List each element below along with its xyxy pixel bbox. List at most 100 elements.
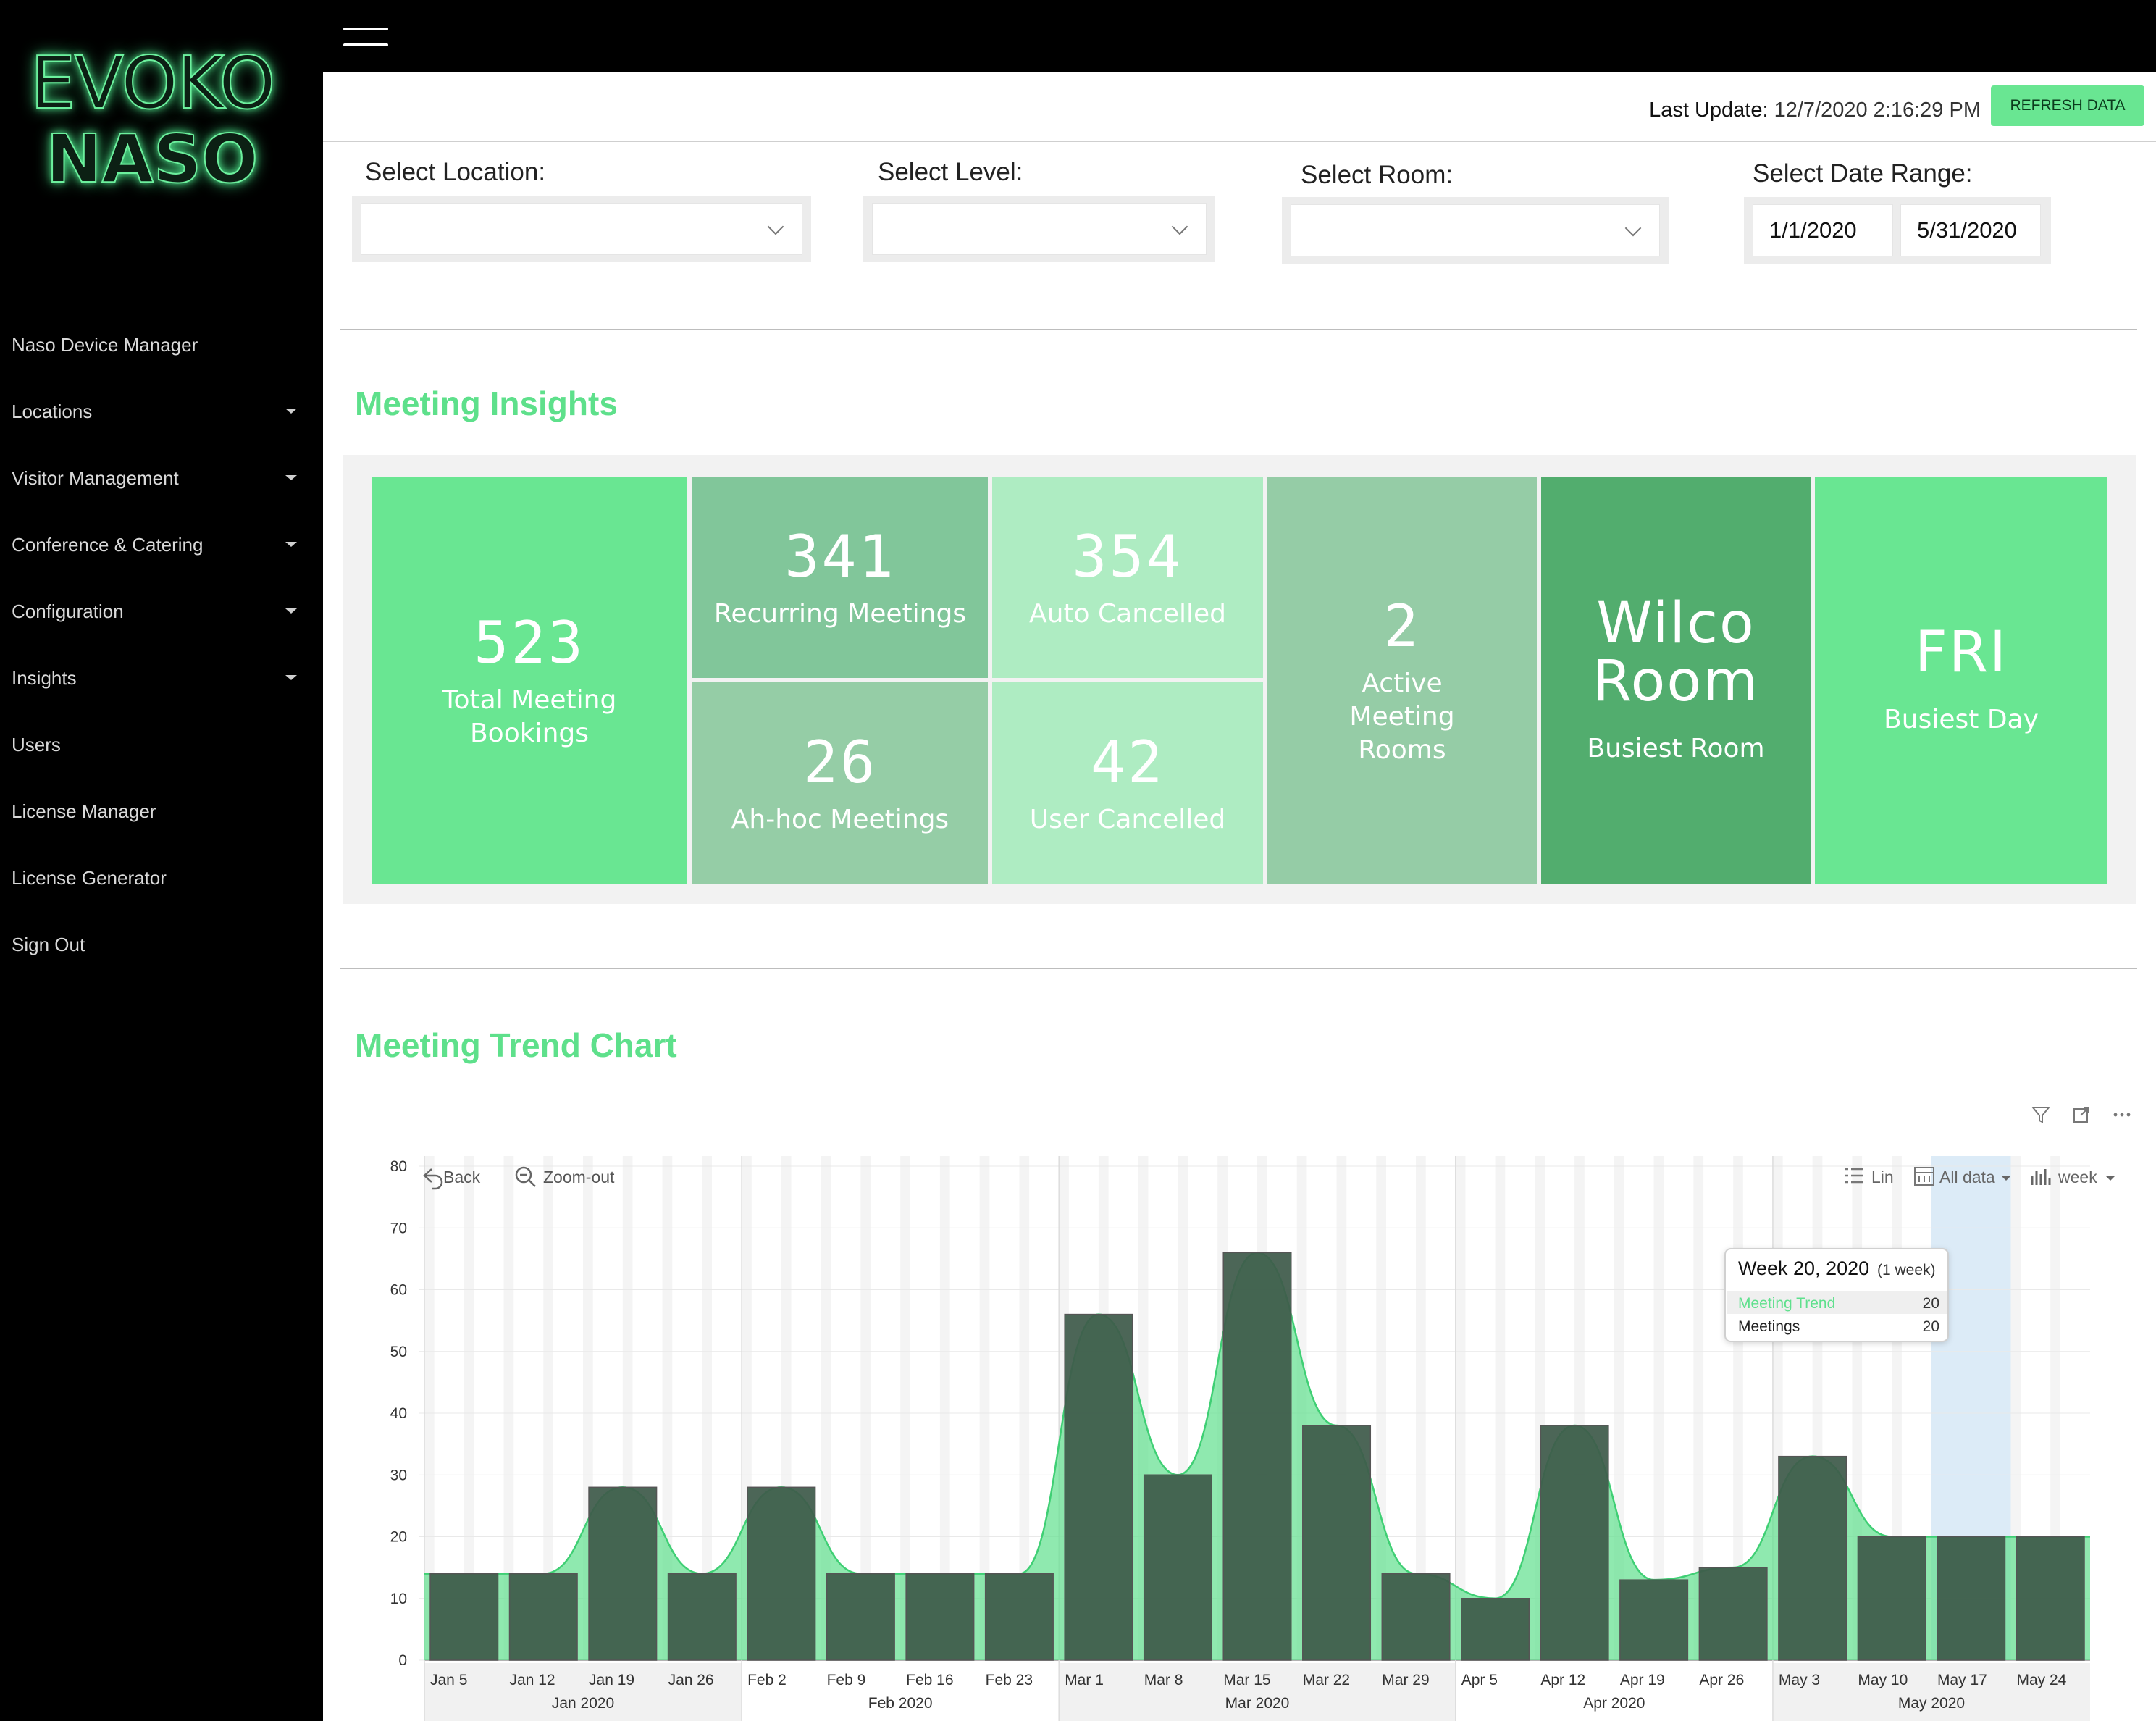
- evoko-naso-logo[interactable]: EVOKO NASO: [22, 43, 282, 196]
- update-row: Last Update: 12/7/2020 2:16:29 PM REFRES…: [323, 72, 2156, 142]
- hamburger-menu-icon[interactable]: [343, 28, 388, 48]
- zoom-out-button[interactable]: Zoom-out: [515, 1166, 615, 1187]
- filter-icon[interactable]: [2030, 1104, 2052, 1126]
- last-update-value: 12/7/2020 2:16:29 PM: [1774, 99, 1981, 122]
- y-tick-label: 30: [390, 1467, 407, 1483]
- tile-total-bookings[interactable]: 523 Total Meeting Bookings: [372, 477, 687, 884]
- meetings-bar[interactable]: [1937, 1536, 2006, 1661]
- meetings-bar[interactable]: [1619, 1579, 1689, 1661]
- meetings-bar[interactable]: [588, 1486, 658, 1661]
- tile-busiest-room[interactable]: Wilco Room Busiest Room: [1541, 477, 1811, 884]
- meetings-bar[interactable]: [1698, 1567, 1768, 1661]
- x-tick-label: May 3: [1779, 1672, 1820, 1688]
- logo-line-2: NASO: [46, 120, 259, 198]
- room-label: Select Room:: [1301, 161, 1454, 189]
- meeting-insights-title: Meeting Insights: [355, 385, 618, 422]
- sidebar-item-license-generator[interactable]: License Generator: [0, 845, 323, 911]
- meetings-bar[interactable]: [984, 1573, 1054, 1661]
- tile-user-cancelled[interactable]: 42 User Cancelled: [992, 682, 1263, 884]
- more-options-icon[interactable]: [2111, 1104, 2133, 1126]
- level-label: Select Level:: [878, 158, 1023, 186]
- tile-adhoc-meetings[interactable]: 26 Ah-hoc Meetings: [692, 682, 988, 884]
- meetings-bar[interactable]: [1461, 1598, 1530, 1661]
- y-tick-label: 10: [390, 1591, 407, 1607]
- room-select[interactable]: [1291, 204, 1660, 256]
- back-button[interactable]: Back: [423, 1168, 481, 1190]
- auto-cancelled-label: Auto Cancelled: [1029, 599, 1226, 629]
- date-end-input[interactable]: 5/31/2020: [1900, 204, 2041, 256]
- tile-active-rooms[interactable]: 2 Active Meeting Rooms: [1267, 477, 1537, 884]
- week-label: week: [2058, 1168, 2097, 1186]
- sidebar-item-label: Naso Device Manager: [12, 333, 198, 356]
- month-group-label: Mar 2020: [1225, 1695, 1290, 1712]
- meetings-bar[interactable]: [1381, 1573, 1451, 1661]
- meetings-bar[interactable]: [905, 1573, 975, 1661]
- meetings-bar[interactable]: [1064, 1313, 1133, 1661]
- meetings-bar[interactable]: [1143, 1474, 1212, 1661]
- bar-chart-icon: [2031, 1169, 2051, 1185]
- date-start-input[interactable]: 1/1/2020: [1753, 204, 1893, 256]
- busiest-day-value: FRI: [1914, 620, 2008, 685]
- sidebar-item-configuration[interactable]: Configuration: [0, 578, 323, 645]
- week-dropdown[interactable]: week: [2031, 1168, 2115, 1186]
- meetings-bar[interactable]: [2016, 1536, 2085, 1661]
- meetings-bar[interactable]: [747, 1486, 816, 1661]
- x-tick-label: May 17: [1937, 1672, 1987, 1688]
- sidebar-item-label: Sign Out: [12, 933, 85, 955]
- sidebar-item-insights[interactable]: Insights: [0, 645, 323, 711]
- meetings-bar[interactable]: [826, 1573, 895, 1661]
- recurring-meetings-value: 341: [784, 523, 896, 590]
- sidebar-item-conference-catering[interactable]: Conference & Catering: [0, 511, 323, 578]
- caret-down-icon: [2106, 1176, 2115, 1181]
- meetings-bar[interactable]: [1778, 1455, 1847, 1661]
- caret-down-icon: [285, 608, 297, 614]
- linear-scale-button[interactable]: Lin: [1845, 1168, 1894, 1186]
- location-select[interactable]: [361, 203, 802, 255]
- x-tick-label: Jan 12: [510, 1672, 555, 1688]
- visual-header-tools: [2030, 1104, 2133, 1126]
- sidebar-item-sign-out[interactable]: Sign Out: [0, 911, 323, 978]
- meeting-trend-chart-area: 0 10 20 30 40 50 60 70 80 Jan 5 Jan 12 Jan 19 Jan 2…: [323, 1086, 2156, 1721]
- location-select-wrap: [352, 196, 811, 262]
- back-arrow-icon: [423, 1168, 443, 1190]
- chart-tooltip: Week 20, 2020 (1 week) Meeting Trend 20 …: [1724, 1248, 1949, 1342]
- sidebar-item-label: Users: [12, 733, 61, 755]
- tooltip-subtitle: (1 week): [1877, 1262, 1936, 1278]
- main-content: Last Update: 12/7/2020 2:16:29 PM REFRES…: [323, 72, 2156, 1721]
- meeting-trend-chart[interactable]: 0 10 20 30 40 50 60 70 80 Jan 5 Jan 12 Jan 19 Jan 2…: [323, 1086, 2156, 1721]
- meetings-bar[interactable]: [667, 1573, 737, 1661]
- sidebar-item-license-manager[interactable]: License Manager: [0, 778, 323, 845]
- sidebar-item-visitor-management[interactable]: Visitor Management: [0, 445, 323, 511]
- x-tick-label: Mar 15: [1223, 1672, 1270, 1688]
- lin-label: Lin: [1871, 1168, 1894, 1186]
- calendar-icon: [1914, 1167, 1934, 1186]
- meetings-bar[interactable]: [1222, 1252, 1292, 1661]
- divider: [340, 329, 2137, 330]
- level-select[interactable]: [872, 203, 1207, 255]
- meetings-bar[interactable]: [429, 1573, 499, 1661]
- list-icon: [1845, 1168, 1863, 1184]
- meetings-bar[interactable]: [1857, 1536, 1926, 1661]
- month-group-label: Feb 2020: [868, 1695, 933, 1712]
- sidebar-item-locations[interactable]: Locations: [0, 378, 323, 445]
- meetings-bar[interactable]: [508, 1573, 578, 1661]
- all-data-dropdown[interactable]: All data: [1914, 1167, 2010, 1186]
- meetings-bar[interactable]: [1302, 1425, 1372, 1661]
- sidebar-item-naso-device-manager[interactable]: Naso Device Manager: [0, 311, 323, 378]
- meetings-bar[interactable]: [1540, 1425, 1609, 1661]
- tile-auto-cancelled[interactable]: 354 Auto Cancelled: [992, 477, 1263, 678]
- tile-busiest-day[interactable]: FRI Busiest Day: [1815, 477, 2107, 884]
- y-tick-label: 60: [390, 1282, 407, 1299]
- tile-recurring-meetings[interactable]: 341 Recurring Meetings: [692, 477, 988, 678]
- chevron-down-icon: [1171, 218, 1188, 235]
- month-group-label: Apr 2020: [1583, 1695, 1645, 1712]
- sidebar-item-users[interactable]: Users: [0, 711, 323, 778]
- x-tick-label: Feb 9: [827, 1672, 866, 1688]
- y-tick-label: 50: [390, 1344, 407, 1360]
- refresh-data-button[interactable]: REFRESH DATA: [1991, 85, 2144, 126]
- active-rooms-value: 2: [1383, 592, 1421, 660]
- sidebar-item-label: Locations: [12, 400, 93, 422]
- active-rooms-label: Active Meeting Rooms: [1349, 669, 1455, 765]
- focus-mode-icon[interactable]: [2071, 1104, 2092, 1126]
- sidebar-item-label: Configuration: [12, 600, 124, 622]
